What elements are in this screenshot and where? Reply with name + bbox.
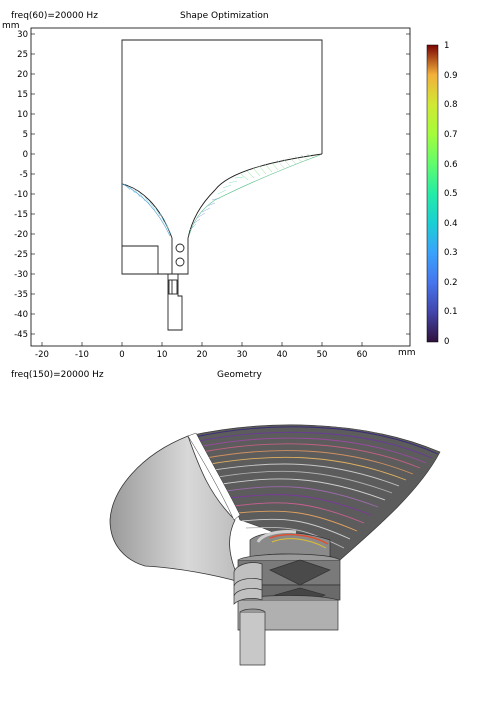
cbar-tick-1: 1 [444, 41, 449, 51]
horn-cut-face [187, 424, 441, 561]
plot-frame [30, 27, 411, 347]
shape-optimization-plot: 30 25 20 15 10 5 0 -5 -10 -15 -20 -25 -3… [14, 27, 458, 360]
y-tick-m10: -10 [14, 190, 28, 200]
x-tick-m10: -10 [75, 350, 89, 360]
cbar-tick-0.5: 0.5 [444, 189, 458, 199]
x-tick-m20: -20 [35, 350, 49, 360]
x-tick-30: 30 [237, 350, 248, 360]
cbar-tick-0.1: 0.1 [444, 307, 458, 317]
bottom-plot-title: Geometry [217, 370, 262, 380]
cbar-tick-0.3: 0.3 [444, 248, 458, 258]
y-tick-0: 0 [23, 150, 28, 160]
top-freq-label: freq(60)=20000 Hz [11, 11, 98, 21]
top-plot-title: Shape Optimization [180, 11, 269, 21]
y-tick-15: 15 [17, 90, 28, 100]
y-tick-m45: -45 [14, 330, 28, 340]
cbar-tick-0.6: 0.6 [444, 160, 458, 170]
y-tick-m20: -20 [14, 230, 28, 240]
x-tick-40: 40 [277, 350, 288, 360]
y-tick-m5: -5 [20, 170, 28, 180]
y-tick-5: 5 [23, 130, 28, 140]
x-unit-label: mm [398, 348, 416, 358]
cbar-tick-0.2: 0.2 [444, 278, 458, 288]
horn-outer-surface [109, 435, 241, 583]
y-tick-m25: -25 [14, 250, 28, 260]
y-tick-m30: -30 [14, 270, 28, 280]
cbar-tick-0.4: 0.4 [444, 219, 458, 229]
y-tick-m40: -40 [14, 310, 28, 320]
tick-marks [31, 33, 410, 346]
y-axis-ticks: 30 25 20 15 10 5 0 -5 -10 -15 -20 -25 -3… [14, 30, 28, 340]
y-tick-m35: -35 [14, 290, 28, 300]
x-tick-50: 50 [317, 350, 328, 360]
y-tick-20: 20 [17, 70, 28, 80]
cbar-tick-0.7: 0.7 [444, 130, 458, 140]
x-tick-10: 10 [157, 350, 168, 360]
x-tick-60: 60 [357, 350, 368, 360]
colorbar [426, 44, 439, 343]
cbar-tick-0: 0 [444, 337, 449, 347]
y-tick-25: 25 [17, 50, 28, 60]
bottom-freq-label: freq(150)=20000 Hz [11, 370, 104, 380]
geometry-outline [121, 39, 323, 331]
driver-assembly [233, 530, 341, 666]
x-axis-ticks: -20 -10 0 10 20 30 40 50 60 [35, 350, 367, 360]
y-unit-label: mm [2, 21, 20, 31]
cbar-tick-0.9: 0.9 [444, 71, 458, 81]
cbar-tick-0.8: 0.8 [444, 100, 458, 110]
colorbar-ticks: 1 0.9 0.8 0.7 0.6 0.5 0.4 0.3 0.2 0.1 0 [444, 41, 458, 347]
y-tick-30: 30 [17, 30, 28, 40]
x-tick-0: 0 [119, 350, 124, 360]
deformation-lines [121, 153, 321, 237]
y-tick-10: 10 [17, 110, 28, 120]
y-tick-m15: -15 [14, 210, 28, 220]
x-tick-20: 20 [197, 350, 208, 360]
horn-contour-rings [189, 426, 439, 549]
cut-gap [187, 432, 241, 521]
